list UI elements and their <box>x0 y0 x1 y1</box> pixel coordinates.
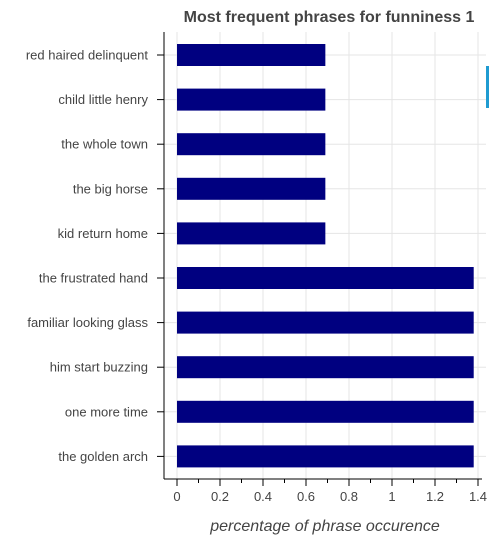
category-label: one more time <box>65 404 148 419</box>
category-label: familiar looking glass <box>27 315 148 330</box>
chart-title: Most frequent phrases for funniness 1 <box>184 9 475 26</box>
x-tick-label: 1.2 <box>426 489 444 504</box>
category-labels: red haired delinquent child little henry t… <box>26 48 149 464</box>
bar <box>177 356 474 379</box>
x-tick-label: 0.4 <box>254 489 272 504</box>
x-tick-label: 0 <box>173 489 180 504</box>
axes <box>157 32 482 486</box>
bar <box>177 44 326 66</box>
category-label: the big horse <box>73 181 148 196</box>
bar <box>177 177 326 200</box>
category-label: child little henry <box>58 92 148 107</box>
bar <box>177 267 474 289</box>
bar <box>177 400 474 423</box>
bar <box>177 311 474 334</box>
bar <box>177 445 474 468</box>
scrollbar-indicator[interactable] <box>486 66 489 108</box>
x-tick-label: 0.2 <box>211 489 229 504</box>
category-label: red haired delinquent <box>26 48 149 63</box>
x-axis-title: percentage of phrase occurence <box>209 518 440 535</box>
bar <box>177 222 326 245</box>
x-tick-label: 0.6 <box>297 489 315 504</box>
x-tick-label: 1.4 <box>469 489 487 504</box>
bar <box>177 133 326 156</box>
category-label: him start buzzing <box>50 360 148 375</box>
category-label: kid return home <box>58 226 148 241</box>
x-tick-label: 1 <box>388 489 395 504</box>
x-tick-label: 0.8 <box>340 489 358 504</box>
category-label: the golden arch <box>58 449 148 464</box>
x-tick-labels: 0 0.2 0.4 0.6 0.8 1 1.2 1.4 <box>173 489 487 504</box>
bars <box>177 44 474 468</box>
bar <box>177 88 326 111</box>
category-label: the frustrated hand <box>39 271 148 286</box>
category-label: the whole town <box>61 137 148 152</box>
